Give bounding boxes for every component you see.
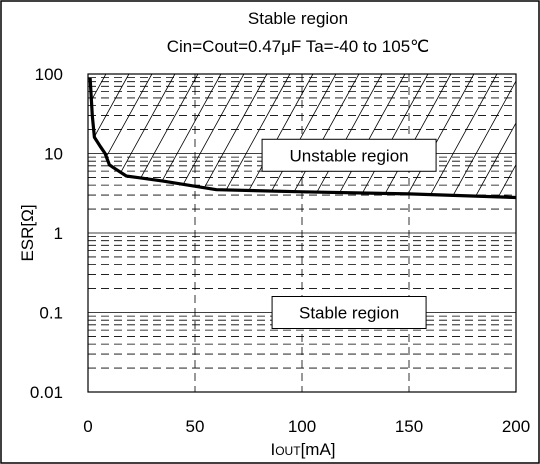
hatch-line: [321, 74, 498, 198]
x-tick-label: 50: [186, 417, 205, 436]
y-tick-label: 10: [44, 145, 63, 164]
hatch-lines: [88, 74, 516, 198]
x-axis-label-main: I: [270, 440, 275, 459]
annotation: Stable region: [271, 296, 427, 329]
hatch-line: [344, 74, 516, 198]
x-tick-label: 100: [288, 417, 316, 436]
annotation-label: Unstable region: [290, 146, 409, 165]
x-tick-label: 200: [502, 417, 530, 436]
hatch-line: [88, 74, 222, 198]
hatch-line: [88, 74, 130, 198]
hatch-line: [183, 74, 360, 198]
x-tick-label: 0: [83, 417, 92, 436]
hatch-line: [88, 74, 199, 198]
hatch-line: [88, 74, 176, 198]
annotation-label: Stable region: [299, 304, 399, 323]
y-tick-label: 0.1: [39, 304, 63, 323]
y-tick-label: 0.01: [30, 383, 63, 402]
y-tick-label: 1: [54, 224, 63, 243]
annotation-box: [271, 296, 427, 329]
chart-title: Stable region: [248, 9, 348, 28]
x-tick-labels: 0 50 100 150 200: [83, 417, 530, 436]
hatch-line: [137, 74, 314, 198]
hatch-line: [114, 74, 291, 198]
hatch-line: [91, 74, 268, 198]
grid: [88, 74, 516, 392]
hatch-line: [229, 74, 406, 198]
unstable-region-hatch: [88, 74, 516, 198]
y-tick-labels: 0.01 0.1 1 10 100: [30, 65, 63, 402]
plot-border: [87, 73, 517, 393]
x-axis-label-subscript: OUT: [275, 444, 301, 458]
boundary-curve: [88, 77, 516, 200]
hatch-line: [252, 74, 429, 198]
hatch-line: [88, 74, 245, 198]
chart-subtitle: Cin=Cout=0.47μF Ta=-40 to 105℃: [167, 37, 430, 56]
annotation: Unstable region: [261, 138, 437, 172]
y-axis-label: ESR[Ω]: [18, 204, 37, 261]
x-tick-label: 150: [395, 417, 423, 436]
hatch-line: [88, 74, 153, 198]
hatch-line: [160, 74, 337, 198]
x-axis-label-unit: [mA]: [301, 440, 336, 459]
x-axis-label: IOUT[mA]: [270, 440, 335, 459]
annotation-box: [261, 138, 437, 172]
hatch-line: [275, 74, 452, 198]
annotations: Unstable region Stable region: [261, 138, 437, 329]
y-tick-label: 100: [35, 65, 63, 84]
hatch-line: [298, 74, 475, 198]
hatch-line: [206, 74, 383, 198]
hatch-line: [367, 74, 516, 198]
